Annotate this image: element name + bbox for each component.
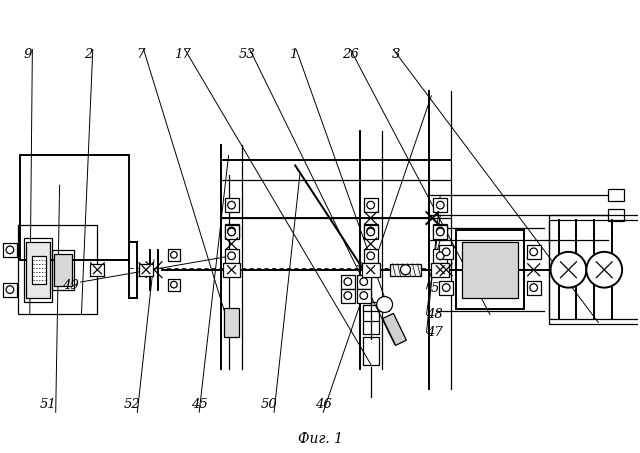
Bar bbox=[527, 245, 541, 259]
Bar bbox=[363, 337, 379, 365]
Text: 26: 26 bbox=[342, 48, 359, 61]
Circle shape bbox=[550, 252, 586, 288]
Text: 51: 51 bbox=[40, 398, 56, 411]
Bar bbox=[364, 198, 378, 212]
Text: 2: 2 bbox=[84, 48, 92, 61]
Circle shape bbox=[360, 292, 367, 299]
Bar bbox=[608, 189, 624, 201]
Bar bbox=[364, 225, 378, 239]
Bar bbox=[139, 264, 153, 276]
Bar bbox=[433, 249, 447, 263]
Text: 47: 47 bbox=[426, 326, 443, 339]
Circle shape bbox=[228, 252, 236, 260]
Bar bbox=[341, 289, 355, 303]
Bar bbox=[456, 230, 524, 309]
Circle shape bbox=[171, 281, 177, 288]
Bar bbox=[548, 220, 640, 319]
Circle shape bbox=[530, 284, 538, 291]
Bar bbox=[439, 245, 453, 259]
Bar bbox=[527, 281, 541, 294]
Bar bbox=[24, 238, 52, 302]
Text: 5: 5 bbox=[430, 282, 438, 295]
Circle shape bbox=[530, 248, 538, 255]
Bar bbox=[3, 283, 17, 297]
Text: 45: 45 bbox=[191, 398, 207, 411]
Circle shape bbox=[367, 252, 374, 260]
Bar bbox=[90, 264, 104, 276]
Bar bbox=[341, 275, 355, 289]
Circle shape bbox=[360, 278, 367, 285]
Bar bbox=[52, 250, 74, 289]
Circle shape bbox=[6, 246, 13, 254]
Circle shape bbox=[344, 292, 351, 299]
Bar bbox=[18, 225, 97, 314]
Circle shape bbox=[228, 227, 236, 235]
Bar bbox=[168, 249, 180, 261]
Circle shape bbox=[228, 201, 236, 209]
Bar bbox=[364, 224, 378, 238]
Text: 7: 7 bbox=[136, 48, 145, 61]
Bar bbox=[3, 243, 17, 257]
Circle shape bbox=[228, 228, 236, 236]
Polygon shape bbox=[383, 313, 406, 345]
Bar bbox=[364, 249, 378, 263]
Bar bbox=[223, 308, 239, 337]
Circle shape bbox=[367, 201, 374, 209]
Bar bbox=[225, 225, 239, 239]
Text: 46: 46 bbox=[315, 398, 332, 411]
Bar bbox=[20, 155, 129, 260]
Bar bbox=[168, 279, 180, 291]
Circle shape bbox=[442, 284, 450, 291]
Circle shape bbox=[436, 227, 444, 235]
Circle shape bbox=[586, 252, 622, 288]
Circle shape bbox=[367, 228, 374, 236]
Bar bbox=[433, 225, 447, 239]
Text: 49: 49 bbox=[62, 279, 79, 292]
Circle shape bbox=[367, 227, 374, 235]
Bar bbox=[54, 254, 72, 286]
Circle shape bbox=[344, 278, 351, 285]
Circle shape bbox=[6, 286, 13, 294]
Circle shape bbox=[436, 252, 444, 260]
Bar bbox=[439, 281, 453, 294]
Text: 48: 48 bbox=[426, 308, 443, 321]
Text: 9: 9 bbox=[23, 48, 31, 61]
Circle shape bbox=[442, 248, 450, 255]
Bar bbox=[225, 249, 239, 263]
Bar bbox=[433, 224, 447, 238]
Bar bbox=[431, 263, 449, 277]
Text: Фиг. 1: Фиг. 1 bbox=[298, 432, 342, 446]
Bar bbox=[363, 304, 379, 334]
Text: 50: 50 bbox=[260, 398, 278, 411]
Circle shape bbox=[171, 251, 177, 258]
Circle shape bbox=[377, 297, 392, 313]
Bar bbox=[608, 209, 624, 221]
Bar bbox=[390, 264, 421, 276]
Bar bbox=[225, 224, 239, 238]
Circle shape bbox=[436, 228, 444, 236]
Bar bbox=[362, 263, 380, 277]
Bar bbox=[223, 263, 241, 277]
Bar bbox=[356, 275, 371, 289]
Bar bbox=[225, 198, 239, 212]
Text: 1: 1 bbox=[289, 48, 298, 61]
Text: 52: 52 bbox=[124, 398, 141, 411]
Bar bbox=[433, 198, 447, 212]
Bar bbox=[32, 256, 45, 284]
Bar bbox=[548, 215, 640, 324]
Bar bbox=[462, 242, 518, 298]
Text: 17: 17 bbox=[173, 48, 190, 61]
Bar bbox=[356, 289, 371, 303]
Text: 53: 53 bbox=[239, 48, 255, 61]
Bar bbox=[26, 242, 50, 298]
Bar bbox=[129, 242, 137, 298]
Circle shape bbox=[436, 201, 444, 209]
Circle shape bbox=[401, 265, 410, 275]
Text: 3: 3 bbox=[392, 48, 401, 61]
